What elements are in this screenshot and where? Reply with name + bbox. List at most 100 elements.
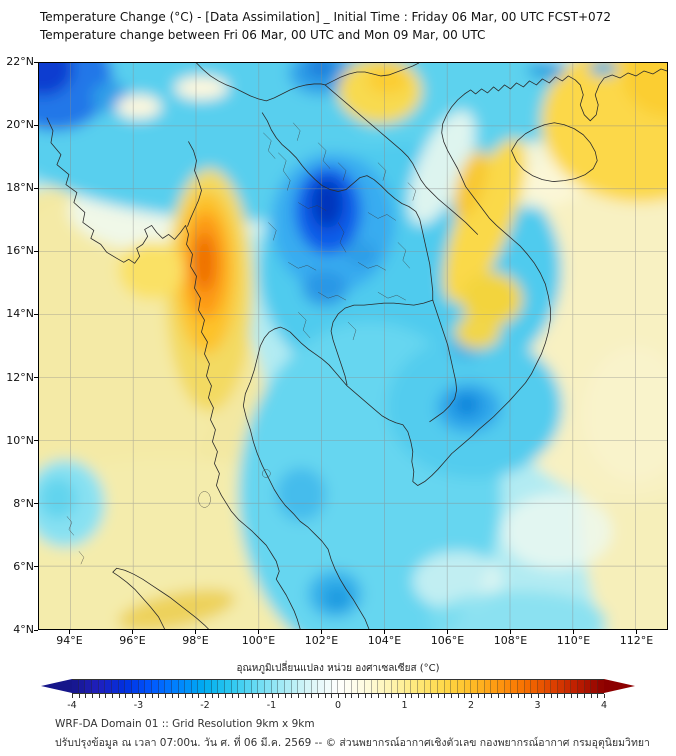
anomaly-blob bbox=[583, 346, 667, 482]
colorbar-minor-tick bbox=[351, 694, 353, 698]
colorbar-segment bbox=[251, 680, 259, 693]
colorbar-segment bbox=[285, 680, 292, 693]
colorbar-minor-tick bbox=[524, 694, 526, 698]
x-axis-tick bbox=[573, 630, 574, 634]
colorbar-minor-tick bbox=[471, 694, 472, 698]
colorbar-segment bbox=[338, 680, 345, 693]
colorbar-segment bbox=[271, 680, 279, 693]
colorbar-minor-tick bbox=[444, 694, 446, 698]
colorbar: -4 -3 -2 -1 0 1 2 3 4 bbox=[41, 679, 635, 711]
colorbar-minor-tick bbox=[510, 694, 512, 698]
anomaly-blob bbox=[408, 110, 476, 225]
colorbar-segment bbox=[404, 680, 412, 693]
myanmar-coastline bbox=[46, 117, 301, 629]
colorbar-segment bbox=[491, 680, 498, 693]
colorbar-segment bbox=[324, 680, 332, 693]
colorbar-segment bbox=[444, 680, 452, 693]
colorbar-minor-tick bbox=[577, 694, 579, 698]
anomaly-blob bbox=[311, 178, 344, 229]
footer-domain-info: WRF-DA Domain 01 :: Grid Resolution 9km … bbox=[55, 718, 315, 730]
colorbar-segment bbox=[438, 680, 445, 693]
colorbar-tick-label: 3 bbox=[534, 700, 541, 711]
x-axis-tick bbox=[636, 630, 637, 634]
x-axis-label: 104°E bbox=[367, 634, 402, 647]
y-axis-label: 18°N bbox=[6, 181, 34, 195]
y-axis-tick bbox=[34, 629, 38, 631]
colorbar-segment bbox=[344, 680, 352, 693]
x-axis-label: 96°E bbox=[119, 634, 146, 647]
cambodia-vietnam-border bbox=[429, 299, 458, 423]
colorbar-minor-tick bbox=[118, 694, 120, 698]
anomaly-blob bbox=[118, 241, 185, 300]
colorbar-segment bbox=[185, 680, 192, 693]
colorbar-minor-tick bbox=[145, 694, 147, 698]
colorbar-minor-tick bbox=[278, 694, 280, 698]
colorbar-segment bbox=[577, 680, 585, 693]
colorbar-minor-tick bbox=[231, 694, 233, 698]
colorbar-segment bbox=[205, 680, 212, 693]
colorbar-segment bbox=[105, 680, 112, 693]
colorbar-minor-tick bbox=[258, 694, 260, 698]
x-axis-label: 108°E bbox=[493, 634, 528, 647]
anomaly-blob bbox=[460, 272, 523, 327]
anomaly-blob bbox=[289, 63, 353, 95]
colorbar-segment bbox=[318, 680, 325, 693]
colorbar-segment bbox=[364, 680, 372, 693]
colorbar-segment bbox=[504, 680, 512, 693]
anomaly-blob bbox=[453, 150, 488, 219]
colorbar-segment bbox=[111, 680, 119, 693]
colorbar-minor-tick bbox=[91, 694, 93, 698]
temperature-anomaly-field bbox=[39, 63, 667, 629]
colorbar-minor-tick bbox=[78, 694, 80, 698]
figure-title-line1: Temperature Change (°C) - [Data Assimila… bbox=[40, 10, 611, 24]
y-axis-tick bbox=[34, 503, 38, 505]
x-axis-label: 98°E bbox=[182, 634, 209, 647]
colorbar-minor-tick bbox=[185, 694, 187, 698]
colorbar-segment bbox=[85, 680, 92, 693]
grid-lines bbox=[39, 63, 667, 629]
colorbar-minor-tick bbox=[437, 694, 439, 698]
colorbar-minor-tick bbox=[264, 694, 266, 698]
colorbar-minor-tick bbox=[550, 694, 552, 698]
sumatra-coastline bbox=[112, 567, 209, 629]
colorbar-minor-tick bbox=[477, 694, 479, 698]
anomaly-blob bbox=[115, 94, 162, 119]
colorbar-minor-tick bbox=[517, 694, 519, 698]
y-axis-label: 8°N bbox=[13, 496, 34, 510]
colorbar-segment bbox=[198, 680, 206, 693]
y-axis-label: 10°N bbox=[6, 433, 34, 447]
footer-credit-thai: ปรับปรุงข้อมูล ณ เวลา 07:00น. วัน ศ. ที่… bbox=[55, 737, 650, 749]
colorbar-tick-label: 2 bbox=[467, 700, 475, 711]
anomaly-blob bbox=[39, 63, 73, 96]
x-axis-label: 102°E bbox=[304, 634, 339, 647]
colorbar-minor-tick bbox=[324, 694, 326, 698]
y-axis-label: 20°N bbox=[6, 118, 34, 132]
colorbar-minor-tick bbox=[191, 694, 193, 698]
province-boundaries bbox=[66, 122, 417, 565]
colorbar-minor-tick bbox=[171, 694, 173, 698]
colorbar-minor-tick bbox=[165, 694, 167, 698]
x-axis-label: 100°E bbox=[241, 634, 276, 647]
colorbar-segment bbox=[178, 680, 186, 693]
x-axis-tick bbox=[510, 630, 511, 634]
y-axis-tick bbox=[34, 313, 38, 315]
colorbar-minor-tick bbox=[244, 694, 246, 698]
colorbar-segment bbox=[145, 680, 152, 693]
colorbar-segment bbox=[138, 680, 146, 693]
laos-vietnam-border bbox=[324, 84, 479, 235]
colorbar-minor-tick bbox=[338, 694, 339, 698]
anomaly-blob bbox=[193, 233, 216, 292]
colorbar-minor-tick bbox=[364, 694, 366, 698]
thailand-cambodia-border bbox=[330, 299, 434, 386]
anomaly-blob bbox=[527, 63, 566, 80]
colorbar-segment bbox=[484, 680, 492, 693]
x-axis-label: 110°E bbox=[556, 634, 591, 647]
colorbar-minor-tick bbox=[238, 694, 240, 698]
colorbar-minor-tick bbox=[311, 694, 313, 698]
colorbar-strip bbox=[72, 679, 604, 694]
colorbar-segment bbox=[91, 680, 99, 693]
y-axis-tick bbox=[34, 440, 38, 442]
colorbar-segment bbox=[78, 680, 86, 693]
colorbar-segment bbox=[72, 680, 79, 693]
